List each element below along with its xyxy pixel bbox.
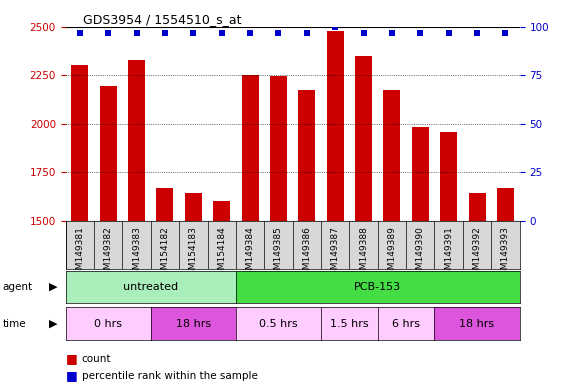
Text: GSM149383: GSM149383 — [132, 227, 141, 281]
Point — [472, 30, 481, 36]
Bar — [128, 60, 145, 221]
Bar — [298, 90, 315, 221]
Bar — [469, 193, 485, 221]
Text: GSM149388: GSM149388 — [359, 227, 368, 281]
Text: time: time — [3, 318, 26, 329]
Text: ■: ■ — [66, 369, 78, 382]
Text: agent: agent — [3, 282, 33, 292]
Text: GSM149392: GSM149392 — [473, 227, 481, 281]
Text: 18 hrs: 18 hrs — [176, 318, 211, 329]
Text: GSM149389: GSM149389 — [388, 227, 396, 281]
Text: ▶: ▶ — [49, 318, 57, 329]
Bar — [100, 86, 116, 221]
Text: 6 hrs: 6 hrs — [392, 318, 420, 329]
Text: GSM149390: GSM149390 — [416, 227, 425, 281]
Text: ▶: ▶ — [49, 282, 57, 292]
Text: untreated: untreated — [123, 282, 178, 292]
Text: GSM149386: GSM149386 — [302, 227, 311, 281]
Point — [104, 30, 113, 36]
Bar — [71, 65, 89, 221]
Point — [75, 30, 85, 36]
Text: GSM149391: GSM149391 — [444, 227, 453, 281]
Text: GSM149384: GSM149384 — [246, 227, 255, 281]
Text: GDS3954 / 1554510_s_at: GDS3954 / 1554510_s_at — [83, 13, 242, 26]
Text: GSM149381: GSM149381 — [75, 227, 85, 281]
Bar — [355, 56, 372, 221]
Point — [359, 30, 368, 36]
Point — [246, 30, 255, 36]
Point — [331, 24, 340, 30]
Bar — [213, 202, 230, 221]
Text: 1.5 hrs: 1.5 hrs — [330, 318, 369, 329]
Text: ■: ■ — [66, 353, 78, 366]
Point — [189, 30, 198, 36]
Text: 0 hrs: 0 hrs — [94, 318, 122, 329]
Bar — [440, 132, 457, 221]
Bar — [497, 188, 514, 221]
Text: GSM154183: GSM154183 — [189, 227, 198, 281]
Bar — [270, 76, 287, 221]
Text: 18 hrs: 18 hrs — [460, 318, 494, 329]
Text: GSM149382: GSM149382 — [104, 227, 112, 281]
Text: 0.5 hrs: 0.5 hrs — [259, 318, 297, 329]
Text: GSM154182: GSM154182 — [160, 227, 170, 281]
Bar — [242, 75, 259, 221]
Point — [160, 30, 170, 36]
Bar — [384, 90, 400, 221]
Point — [217, 30, 226, 36]
Point — [387, 30, 396, 36]
Point — [444, 30, 453, 36]
Bar — [185, 193, 202, 221]
Text: percentile rank within the sample: percentile rank within the sample — [82, 371, 258, 381]
Text: GSM149385: GSM149385 — [274, 227, 283, 281]
Text: GSM149387: GSM149387 — [331, 227, 340, 281]
Text: GSM154184: GSM154184 — [217, 227, 226, 281]
Point — [501, 30, 510, 36]
Text: PCB-153: PCB-153 — [354, 282, 401, 292]
Point — [132, 30, 141, 36]
Point — [302, 30, 311, 36]
Text: count: count — [82, 354, 111, 364]
Text: GSM149393: GSM149393 — [501, 227, 510, 281]
Point — [416, 30, 425, 36]
Bar — [412, 127, 429, 221]
Bar — [327, 31, 344, 221]
Bar — [156, 188, 174, 221]
Point — [274, 30, 283, 36]
